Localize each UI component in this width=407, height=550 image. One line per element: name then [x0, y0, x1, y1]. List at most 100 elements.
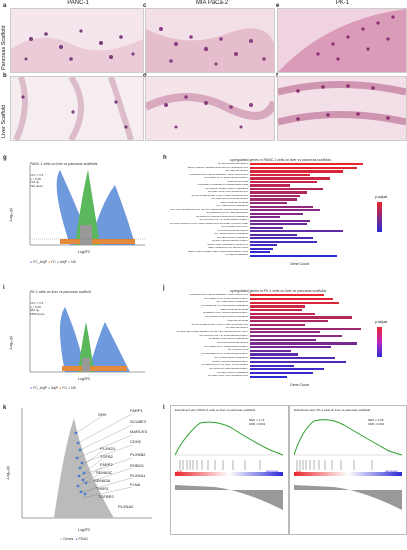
bar-label: NABA MATRISOME: [227, 180, 248, 183]
h-colorbar: [377, 202, 382, 232]
j-legend-title: p.adjust: [375, 320, 388, 324]
bar-label: GO:EXTRACELLULAR STRUCTURE ORGANIZATION: [191, 194, 249, 197]
panel-letter-k: k: [3, 405, 7, 411]
bar: [250, 375, 287, 378]
bar: [250, 346, 332, 349]
k-gene-tgfbr2: TGFBR2: [98, 494, 114, 499]
bar-label: GO:CELL MORPHOGENESIS: [216, 236, 248, 239]
bar-label: GO:TISSUE MORPHOGENESIS: [214, 356, 248, 359]
bar: [250, 349, 291, 352]
panel-letter-g: g: [3, 155, 7, 161]
bar-label: GO:ANATOMICAL STRUCTURE FORMATION INVOLV…: [170, 222, 248, 225]
bar-label: GO:EXTRACELLULAR STRUCTURE ORGANIZATION: [191, 323, 249, 326]
g-title: PANC-1 cells on liver vs pancreas scaffo…: [30, 162, 98, 166]
bar-label: NABA CORE MATRISOME: [220, 308, 248, 311]
k-gene-sema3c: SEMA3C: [96, 470, 113, 475]
bar-label: GO:SKELETAL SYSTEM DEVELOPMENT: [204, 345, 248, 348]
bar: [250, 297, 334, 301]
bar: [250, 209, 320, 212]
k-gene-labels-left: SHH: [98, 412, 107, 417]
bar: [250, 309, 302, 312]
bar-label: GO:EMBRYONIC MORPHOGENESIS: [208, 338, 248, 341]
bar: [250, 251, 270, 254]
bar-chart-h: GO:RIBOSOMAL ADHESION REACTOME EXTRACELLU…: [170, 163, 370, 258]
bar-label: GO:CIRCULATORY SYSTEM DEVELOPMENT: [199, 219, 248, 222]
bar-label: GO:CELL ADHESION: [225, 170, 248, 173]
histology-pk1-pancreas: [277, 8, 407, 73]
bar-label: GO:SKELETAL SYSTEM DEVELOPMENT: [204, 177, 248, 180]
col-header-miapaca2: MIA PaCa-2: [195, 0, 229, 6]
bar-label: HALLMARK EPITHELIAL MESENCHYMAL TRANSITI…: [189, 294, 248, 296]
bar-label: GO:ANIMAL ORGAN MORPHOGENESIS: [205, 316, 248, 319]
volcano-plot-k: [21, 408, 152, 519]
bar: [250, 226, 284, 229]
bar-label: GO:ANIMAL ORGAN MORPHOGENESIS: [205, 187, 248, 190]
panel-letter-c: c: [143, 3, 147, 9]
bar: [250, 320, 328, 323]
bar: [250, 353, 298, 356]
k-gene-tgfb2: TGFB2: [100, 454, 113, 459]
bar: [250, 173, 310, 177]
histology-panc1-pancreas: [10, 8, 144, 73]
bar: [250, 371, 313, 375]
row-header-pancreas: Pancreas Scaffold: [1, 25, 7, 70]
bar: [250, 194, 300, 198]
j-colorbar: [377, 327, 382, 357]
i-xlabel: Log2FC: [78, 377, 91, 381]
bar-label: GO:SKELETAL SYSTEM DEVELOPMENT: [204, 297, 248, 300]
k-xlabel: Log2FC: [78, 528, 91, 532]
bar-label: GO:EMBRYONIC ORGAN DEVELOPMENT: [202, 312, 248, 315]
bar: [250, 198, 297, 201]
bar: [250, 212, 304, 215]
bar-label: GO:TISSUE MORPHOGENESIS: [214, 233, 248, 236]
k-gene-farp1: FARP1: [130, 408, 143, 413]
bar: [250, 187, 324, 191]
gsea-panel-pk1: Enrichment plot: PK-1 cells on liver vs …: [289, 405, 407, 535]
bar: [250, 180, 317, 184]
bar-label: GO:CELL MORPHOGENESIS: [216, 371, 248, 374]
bar-label: GO:INTEGRIN PATHWAY: [221, 226, 248, 229]
bar-label: REACTOME COLLAGEN FORMATION: [207, 243, 248, 246]
panel-letter-a: a: [3, 3, 7, 9]
bar: [250, 301, 339, 304]
bar: [250, 163, 364, 166]
k-gene-marcks: MARCKS: [130, 429, 148, 434]
col-header-pk1: PK-1: [335, 0, 350, 6]
bar: [250, 184, 290, 187]
panel-letter-i: i: [3, 285, 5, 291]
bar: [250, 316, 352, 319]
histology-panc1-liver: [10, 76, 144, 141]
bar-label: HALLMARK EPITHELIAL MESENCHYMAL TRANSITI…: [189, 173, 248, 176]
k-gene-plxna1: PLXNA1: [130, 473, 146, 478]
panel-letter-e: e: [276, 3, 280, 9]
row-header-liver: Liver Scaffold: [1, 104, 7, 138]
bar: [250, 219, 310, 222]
histology-pk1-liver: [277, 76, 407, 141]
bar-label: GO:ENDOCHONDRAL BONE MORPHOGENESIS: [196, 215, 248, 218]
bar: [250, 244, 277, 247]
h-xlabel: Gene Count: [290, 262, 309, 266]
g-ylabel: -Log₁₀(p): [9, 208, 13, 222]
k-gene-sema3a: SEMA3A: [94, 478, 111, 483]
bar-label: GO:RIBOSOMAL ADHESION: [217, 163, 248, 165]
bar-label: GO:REGULATION OF BODY FLUID LEVELS: [201, 364, 248, 367]
bar-label: GO:TUBE MORPHOGENESIS: [216, 205, 248, 208]
h-legend-title: p.adjust: [375, 195, 388, 199]
k-gene-plxnb2: PLXNB2: [130, 452, 146, 457]
bar-label: GO:EPITHELIUM DEVELOPMENT: [212, 240, 248, 243]
j-title: upregulated genes in PK-1 cells on liver…: [230, 289, 327, 293]
bar-label: REACTOME ECM PROTEOGLYCANS: [208, 247, 248, 250]
bar: [250, 240, 317, 243]
panel-letter-b: b: [3, 73, 7, 79]
bar: [250, 233, 297, 236]
bar-label: GO:BIOLOGICAL ADHESION: [217, 342, 248, 345]
bar: [250, 205, 314, 208]
bar-label: GO:SKELETAL SYSTEM MORPHOGENESIS: [201, 305, 248, 308]
volcano-plot-i: [29, 292, 145, 373]
bar: [250, 334, 343, 338]
i-stats: LFC > 0.5 p < 0.05 484 up 1590 down: [30, 301, 45, 316]
bar: [250, 230, 344, 233]
bar-label: REACTOME INTEGRIN CELL SURFACE INTERACTI…: [187, 250, 248, 253]
bar-label: NABA CORE MATRISOME: [220, 201, 248, 204]
bar: [250, 170, 344, 173]
